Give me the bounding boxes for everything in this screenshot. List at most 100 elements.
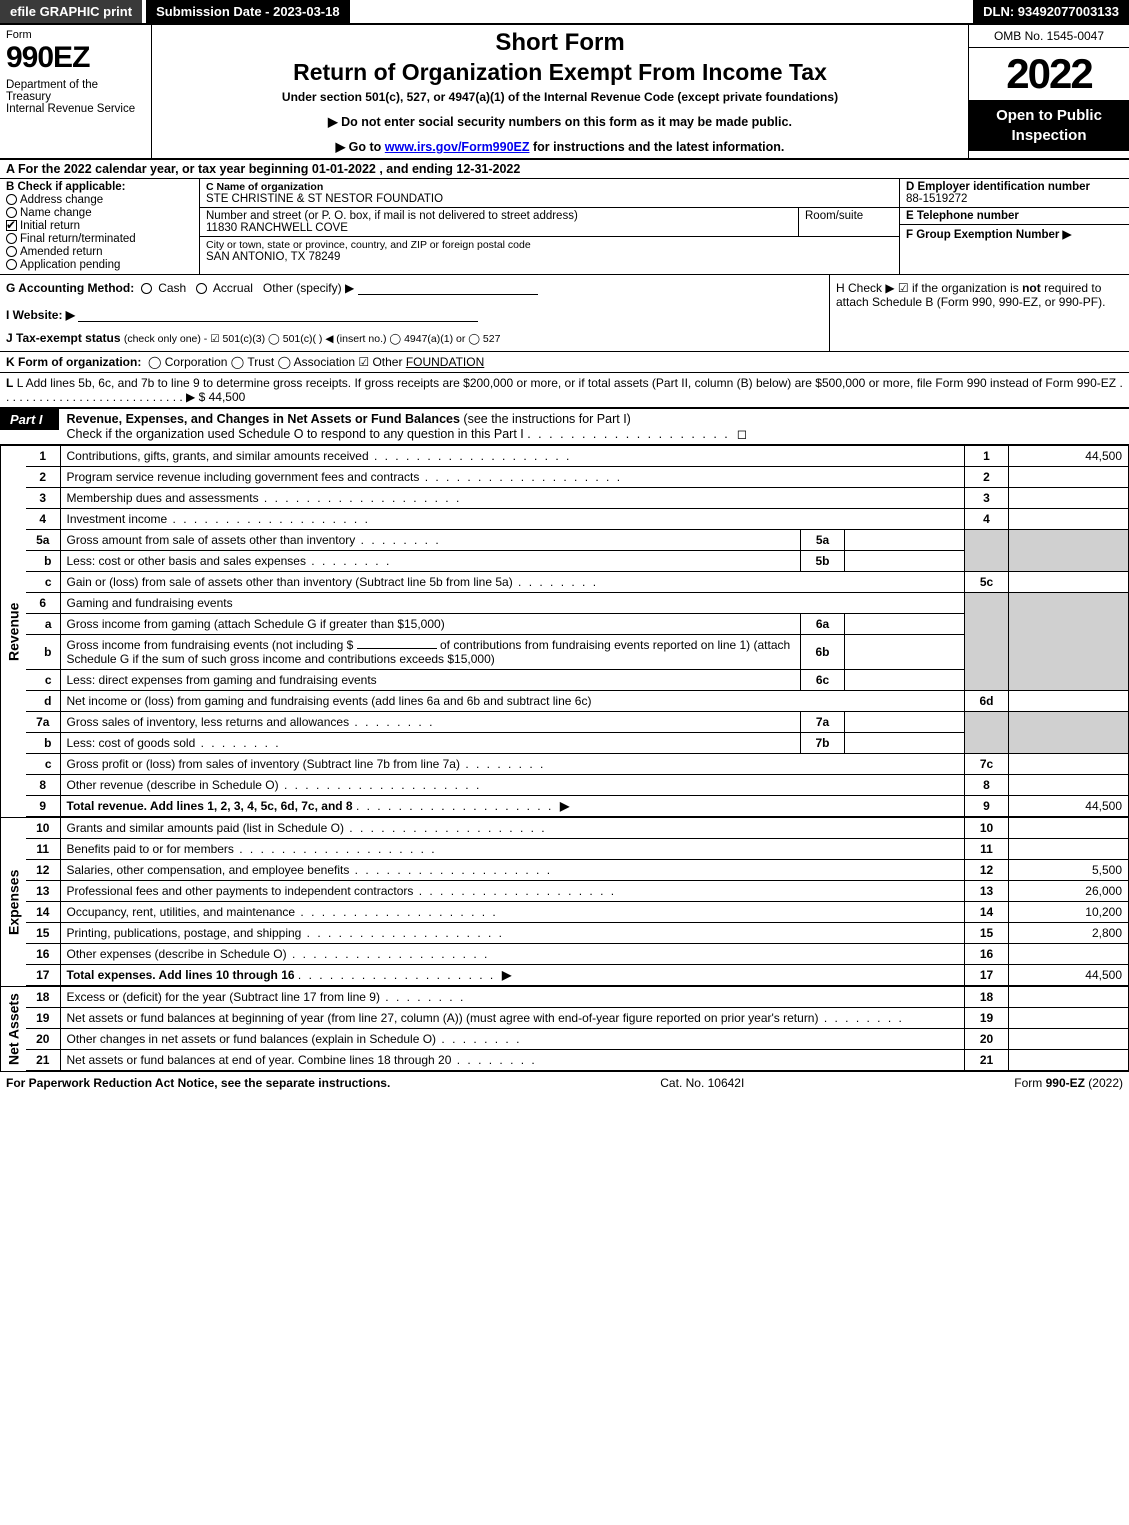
efile-tab[interactable]: efile GRAPHIC print [0,0,142,23]
header-center: Short Form Return of Organization Exempt… [152,25,969,158]
line-refnum: 17 [965,965,1009,986]
l-amount: 44,500 [209,390,246,404]
chk-application-pending-label: Application pending [20,259,120,271]
ein-block: D Employer identification number 88-1519… [900,179,1129,208]
h-text-1: H Check ▶ ☑ if the organization is [836,281,1022,295]
line-7c: c Gross profit or (loss) from sales of i… [26,754,1129,775]
line-refnum: 18 [965,987,1009,1008]
b-label: B Check if applicable: [6,181,193,193]
l-text: L Add lines 5b, 6c, and 7b to line 9 to … [17,376,1116,390]
omb-number: OMB No. 1545-0047 [969,25,1129,48]
line-desc: Contributions, gifts, grants, and simila… [60,446,965,467]
mini-num: 6b [801,635,845,670]
line-num: c [26,754,60,775]
line-17: 17 Total expenses. Add lines 10 through … [26,965,1129,986]
line-desc: Gross income from fundraising events (no… [60,635,801,670]
line-6c: c Less: direct expenses from gaming and … [26,670,1129,691]
form-header: Form 990EZ Department of the Treasury In… [0,25,1129,160]
warn2-post: for instructions and the latest informat… [530,140,785,154]
chk-name-change[interactable]: Name change [6,207,193,219]
line-refnum: 3 [965,488,1009,509]
line-val: 10,200 [1009,902,1129,923]
header-left: Form 990EZ Department of the Treasury In… [0,25,152,158]
line-9: 9 Total revenue. Add lines 1, 2, 3, 4, 5… [26,796,1129,817]
line-num: b [26,635,60,670]
street-label: Number and street (or P. O. box, if mail… [206,210,792,222]
line-num: 13 [26,881,60,902]
g-label: G Accounting Method: [6,281,134,295]
line-val: 26,000 [1009,881,1129,902]
shaded-cell [965,530,1009,572]
part1-checkbox[interactable]: ◻ [737,427,747,441]
line-desc: Net income or (loss) from gaming and fun… [60,691,965,712]
line-desc: Gross income from gaming (attach Schedul… [60,614,801,635]
line-refnum: 20 [965,1029,1009,1050]
line-10: 10 Grants and similar amounts paid (list… [26,818,1129,839]
netassets-block: Net Assets 18 Excess or (deficit) for th… [0,986,1129,1071]
l9-dots [356,799,553,813]
part1-title-bold: Revenue, Expenses, and Changes in Net As… [67,412,460,426]
warning-2: ▶ Go to www.irs.gov/Form990EZ for instru… [158,139,962,154]
line-val [1009,987,1129,1008]
mini-num: 6a [801,614,845,635]
section-h: H Check ▶ ☑ if the organization is not r… [829,275,1129,351]
chk-final-return[interactable]: Final return/terminated [6,233,193,245]
chk-final-return-label: Final return/terminated [20,233,136,245]
street-block: Number and street (or P. O. box, if mail… [200,208,899,237]
org-name-block: C Name of organization STE CHRISTINE & S… [200,179,899,208]
dln-label: DLN: 93492077003133 [973,0,1129,23]
line-val [1009,691,1129,712]
accounting-other-field[interactable] [358,281,538,295]
city-value: SAN ANTONIO, TX 78249 [206,251,893,263]
chk-accrual[interactable] [196,283,207,294]
line-15: 15 Printing, publications, postage, and … [26,923,1129,944]
line-2: 2 Program service revenue including gove… [26,467,1129,488]
section-k: K Form of organization: ◯ Corporation ◯ … [0,352,1129,373]
line-desc: Less: direct expenses from gaming and fu… [60,670,801,691]
l17-bold: Total expenses. Add lines 10 through 16 [67,968,295,982]
ein-label: D Employer identification number [906,181,1123,193]
tax-year: 2022 [969,48,1129,100]
l17-dots [298,968,495,982]
page-footer: For Paperwork Reduction Act Notice, see … [0,1071,1129,1094]
line-num: b [26,733,60,754]
line-desc: Membership dues and assessments [60,488,965,509]
mini-val [845,670,965,691]
line-refnum: 5c [965,572,1009,593]
line-num: d [26,691,60,712]
line-num: 11 [26,839,60,860]
chk-amended-return[interactable]: Amended return [6,246,193,258]
part1-title-rest: (see the instructions for Part I) [460,412,631,426]
line-desc: Other revenue (describe in Schedule O) [60,775,965,796]
chk-application-pending[interactable]: Application pending [6,259,193,271]
chk-cash[interactable] [141,283,152,294]
k-other-value: FOUNDATION [406,355,484,369]
line-13: 13 Professional fees and other payments … [26,881,1129,902]
main-title: Return of Organization Exempt From Incom… [158,59,962,86]
mini-val [845,712,965,733]
shaded-cell [1009,712,1129,754]
line-desc: Net assets or fund balances at end of ye… [60,1050,965,1071]
k-label: K Form of organization: [6,355,141,369]
website-label: I Website: ▶ [6,308,75,322]
line-num: 10 [26,818,60,839]
chk-initial-return[interactable]: Initial return [6,220,193,232]
group-label: F Group Exemption Number ▶ [906,229,1071,241]
line-val [1009,467,1129,488]
website-field[interactable] [78,308,478,322]
line-num: 1 [26,446,60,467]
line-val [1009,754,1129,775]
part1-check-line: Check if the organization used Schedule … [67,427,524,441]
warn2-pre: ▶ Go to [336,140,385,154]
subtitle: Under section 501(c), 527, or 4947(a)(1)… [158,90,962,104]
footer-right: Form 990-EZ (2022) [1014,1076,1123,1090]
l6b-d1: Gross income from fundraising events (no… [67,638,354,652]
header-right: OMB No. 1545-0047 2022 Open to Public In… [969,25,1129,158]
chk-address-change[interactable]: Address change [6,194,193,206]
line-8: 8 Other revenue (describe in Schedule O)… [26,775,1129,796]
line-6a: a Gross income from gaming (attach Sched… [26,614,1129,635]
irs-link[interactable]: www.irs.gov/Form990EZ [385,140,530,154]
line-desc: Gross sales of inventory, less returns a… [60,712,801,733]
l6b-blank[interactable] [357,648,437,649]
top-bar: efile GRAPHIC print Submission Date - 20… [0,0,1129,25]
